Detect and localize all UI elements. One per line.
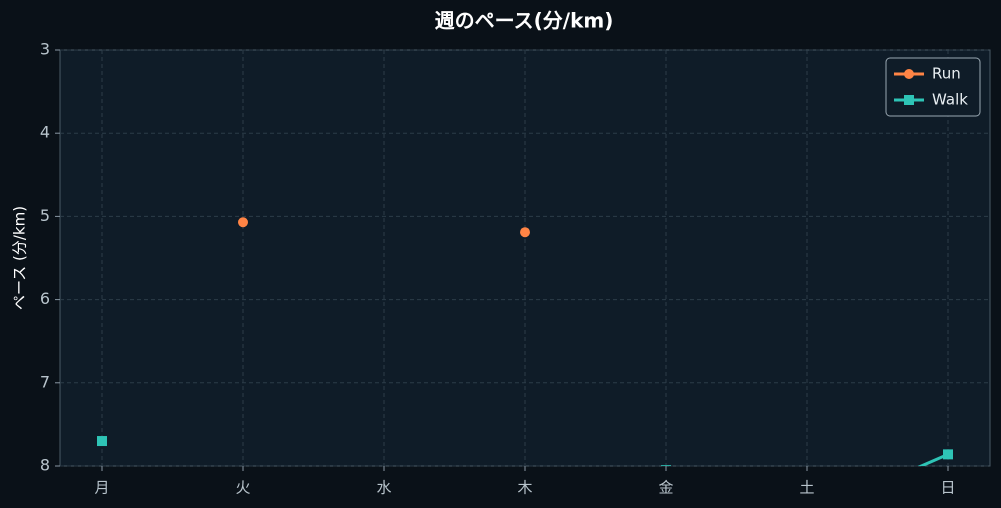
x-tick-label: 火 <box>235 479 250 497</box>
x-tick-label: 金 <box>658 479 673 497</box>
y-axis-label: ペース (分/km) <box>11 206 29 310</box>
chart-title: 週のペース(分/km) <box>435 9 614 33</box>
x-tick-label: 木 <box>517 479 532 497</box>
x-tick-label: 土 <box>799 479 814 497</box>
legend-marker <box>904 95 914 105</box>
legend-label: Run <box>932 65 961 83</box>
x-tick-label: 月 <box>94 479 109 497</box>
legend-label: Walk <box>932 91 968 109</box>
data-point <box>661 465 671 466</box>
data-point <box>97 436 107 447</box>
x-tick-label: 日 <box>940 479 955 497</box>
y-tick-label: 4 <box>40 123 50 142</box>
y-tick-label: 7 <box>40 372 50 391</box>
y-tick-label: 8 <box>40 456 50 475</box>
y-tick-label: 3 <box>40 40 50 59</box>
data-point <box>238 217 248 228</box>
legend-marker <box>904 69 914 79</box>
x-tick-label: 水 <box>376 479 391 497</box>
y-tick-label: 6 <box>40 289 50 308</box>
y-tick-label: 5 <box>40 206 50 225</box>
data-point <box>943 449 953 460</box>
data-point <box>520 227 530 238</box>
